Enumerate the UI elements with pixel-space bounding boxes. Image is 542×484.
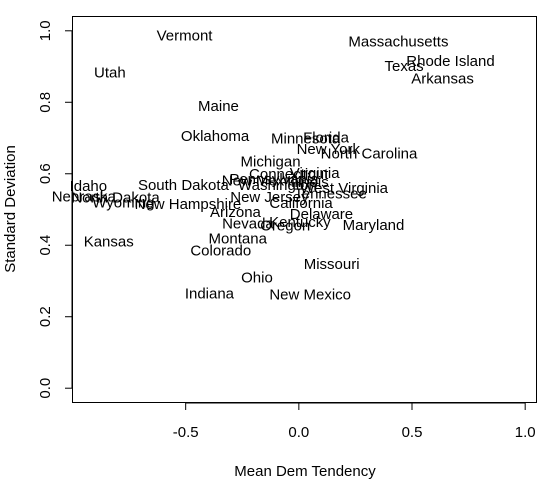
point-label: New Jersey — [230, 189, 309, 206]
point-label: Nebraska — [52, 188, 117, 205]
x-tick-label: 0.5 — [402, 424, 423, 441]
point-label: Wyoming — [92, 194, 154, 211]
point-label: New Mexico — [269, 287, 351, 304]
point-label: Virginia — [290, 165, 340, 182]
x-axis-title: Mean Dem Tendency — [234, 463, 376, 480]
point-label: Oregon — [260, 218, 310, 235]
point-label: Montana — [209, 230, 268, 247]
point-label: New Hampshire — [135, 196, 242, 213]
y-tick-label: 0.8 — [37, 92, 54, 113]
point-label: Arizona — [210, 204, 262, 221]
point-label: Tennessee — [294, 185, 367, 202]
point-label: Delaware — [290, 206, 353, 223]
point-label: Michigan — [241, 154, 301, 171]
point-label: North Carolina — [321, 146, 418, 163]
point-label: Nevada — [222, 215, 274, 232]
point-label: Missouri — [304, 256, 360, 273]
y-tick-label: 0.0 — [37, 378, 54, 399]
point-label: New Mexico — [222, 173, 304, 190]
y-tick-label: 0.2 — [37, 306, 54, 327]
point-label: Colorado — [190, 243, 251, 260]
point-label: Utah — [94, 65, 126, 82]
x-tick-label: 1.0 — [515, 424, 536, 441]
point-label: Rhode Island — [406, 53, 494, 70]
x-axis: -0.5 0.0 0.5 1.0 — [173, 402, 536, 441]
point-label: New York — [297, 141, 361, 158]
point-label: Idaho — [70, 178, 108, 195]
point-label: Massachusetts — [348, 34, 448, 51]
point-label: Kentucky — [269, 214, 331, 231]
point-label: Minnesota — [271, 130, 341, 147]
point-label: Oklahoma — [181, 128, 250, 145]
point-label: Texas — [384, 58, 423, 75]
point-label: Maryland — [343, 217, 405, 234]
y-axis-title: Standard Deviation — [2, 145, 19, 273]
y-axis: 0.0 0.2 0.4 0.6 0.8 1.0 — [37, 20, 73, 399]
point-label: West Virginia — [300, 180, 388, 197]
y-tick-label: 0.4 — [37, 235, 54, 256]
point-label: Arkansas — [411, 70, 474, 87]
point-label: Illinois — [287, 174, 329, 191]
point-label: Pennsylvania — [229, 171, 319, 188]
point-label: Washington — [238, 177, 317, 194]
point-label: Connecticut — [249, 166, 329, 183]
point-label: Indiana — [185, 285, 235, 302]
point-label: South Dakota — [138, 177, 230, 194]
y-tick-label: 0.6 — [37, 163, 54, 184]
y-tick-label: 1.0 — [37, 20, 54, 41]
x-tick-label: -0.5 — [173, 424, 199, 441]
point-label: Maine — [198, 98, 239, 115]
point-label: Vermont — [157, 27, 214, 44]
point-label: Florida — [303, 129, 350, 146]
point-label: Kansas — [84, 234, 134, 251]
x-tick-label: 0.0 — [288, 424, 309, 441]
point-label: Ohio — [241, 269, 273, 286]
point-label: North Dakota — [71, 190, 160, 207]
point-label: California — [269, 195, 333, 212]
